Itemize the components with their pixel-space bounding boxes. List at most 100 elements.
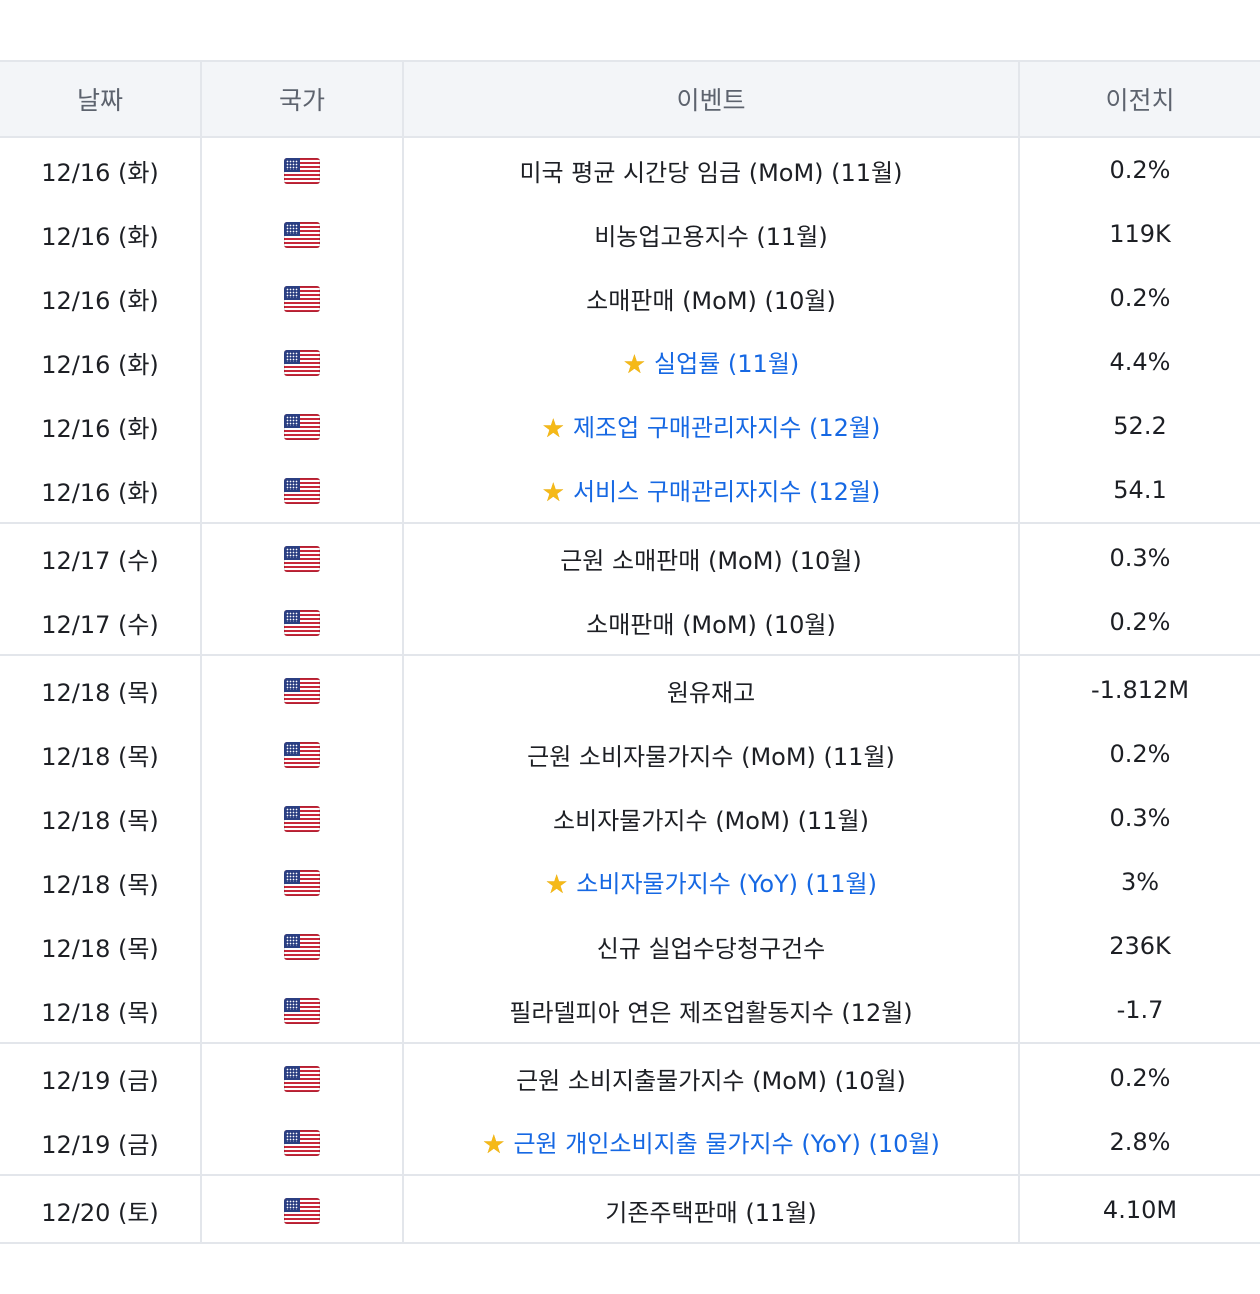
table-row[interactable]: 12/16 (화) ★ 서비스 구매관리자지수 (12월) 54.1	[0, 458, 1260, 524]
table-row[interactable]: 12/18 (목) ★ 소비자물가지수 (YoY) (11월) 3%	[0, 850, 1260, 914]
us-flag-icon	[284, 870, 320, 896]
event-link[interactable]: 서비스 구매관리자지수 (12월)	[572, 478, 881, 506]
row-event[interactable]: ★ 제조업 구매관리자지수 (12월)	[403, 394, 1020, 458]
table-row[interactable]: 12/16 (화) ★ 실업률 (11월) 4.4%	[0, 330, 1260, 394]
row-date: 12/17 (수)	[0, 590, 202, 656]
row-date: 12/18 (목)	[0, 655, 202, 722]
row-country	[201, 786, 404, 850]
table-row[interactable]: 12/17 (수) 소매판매 (MoM) (10월) 0.2%	[0, 590, 1260, 656]
row-event[interactable]: ★ 서비스 구매관리자지수 (12월)	[403, 458, 1020, 524]
event-link[interactable]: 제조업 구매관리자지수 (12월)	[572, 414, 881, 442]
event-label: 소매판매 (MoM) (10월)	[586, 286, 836, 315]
row-country	[201, 978, 404, 1044]
event-label: 미국 평균 시간당 임금 (MoM) (11월)	[519, 158, 903, 187]
table-row[interactable]: 12/16 (화) 미국 평균 시간당 임금 (MoM) (11월) 0.2%	[0, 137, 1260, 202]
row-date: 12/16 (화)	[0, 394, 202, 458]
event-link[interactable]: 근원 개인소비지출 물가지수 (YoY) (10월)	[513, 1130, 940, 1158]
us-flag-icon	[284, 678, 320, 704]
table-row[interactable]: 12/16 (화) 소매판매 (MoM) (10월) 0.2%	[0, 266, 1260, 330]
event-link[interactable]: 소비자물가지수 (YoY) (11월)	[576, 870, 878, 898]
star-icon: ★	[622, 350, 647, 380]
us-flag-icon	[284, 222, 320, 248]
row-previous: 0.2%	[1109, 1064, 1171, 1092]
header-country[interactable]: 국가	[201, 60, 404, 138]
table-body: 12/16 (화) 미국 평균 시간당 임금 (MoM) (11월) 0.2% 12/…	[0, 137, 1260, 1244]
row-previous: 0.2%	[1019, 590, 1260, 656]
row-event: 신규 실업수당청구건수	[403, 914, 1020, 978]
row-country	[201, 914, 404, 978]
header-previous[interactable]: 이전치	[1019, 60, 1260, 138]
row-event[interactable]: ★ 근원 개인소비지출 물가지수 (YoY) (10월)	[403, 1110, 1020, 1176]
row-previous: 0.3%	[1109, 544, 1171, 572]
row-previous: 119K	[1109, 220, 1171, 248]
table-row[interactable]: 12/17 (수) 근원 소매판매 (MoM) (10월) 0.3%	[0, 523, 1260, 590]
row-previous: 0.2%	[1109, 740, 1171, 768]
row-event: 근원 소비자물가지수 (MoM) (11월)	[403, 722, 1020, 786]
header-date[interactable]: 날짜	[0, 60, 202, 138]
row-date: 12/16 (화)	[0, 202, 202, 266]
table-row[interactable]: 12/18 (목) 신규 실업수당청구건수 236K	[0, 914, 1260, 978]
table-row[interactable]: 12/16 (화) 비농업고용지수 (11월) 119K	[0, 202, 1260, 266]
event-label: 신규 실업수당청구건수	[596, 934, 826, 963]
row-country	[201, 1175, 404, 1244]
row-country	[201, 523, 404, 590]
us-flag-icon	[284, 158, 320, 184]
row-previous: -1.812M	[1090, 676, 1190, 704]
star-icon: ★	[541, 414, 565, 444]
star-icon: ★	[482, 1130, 506, 1160]
row-event: 근원 소매판매 (MoM) (10월)	[403, 523, 1020, 590]
table-row[interactable]: 12/18 (목) 근원 소비자물가지수 (MoM) (11월) 0.2%	[0, 722, 1260, 786]
row-date: 12/16 (화)	[0, 137, 202, 202]
us-flag-icon	[284, 414, 320, 440]
row-date: 12/19 (금)	[0, 1043, 202, 1110]
table-row[interactable]: 12/18 (목) 필라델피아 연은 제조업활동지수 (12월) -1.7	[0, 978, 1260, 1044]
us-flag-icon	[284, 1198, 320, 1224]
event-label: 근원 소매판매 (MoM) (10월)	[560, 546, 862, 575]
us-flag-icon	[284, 998, 320, 1024]
us-flag-icon	[284, 934, 320, 960]
us-flag-icon	[284, 1066, 320, 1092]
row-previous: 2.8%	[1019, 1110, 1260, 1176]
row-event[interactable]: ★ 소비자물가지수 (YoY) (11월)	[403, 850, 1020, 914]
row-event[interactable]: ★ 실업률 (11월)	[403, 330, 1020, 394]
table-row[interactable]: 12/16 (화) ★ 제조업 구매관리자지수 (12월) 52.2	[0, 394, 1260, 458]
row-event: 필라델피아 연은 제조업활동지수 (12월)	[403, 978, 1020, 1044]
row-country	[201, 137, 404, 202]
table-row[interactable]: 12/19 (금) ★ 근원 개인소비지출 물가지수 (YoY) (10월) 2.8%	[0, 1110, 1260, 1176]
table-row[interactable]: 12/20 (토) 기존주택판매 (11월) 4.10M	[0, 1175, 1260, 1244]
table-row[interactable]: 12/19 (금) 근원 소비지출물가지수 (MoM) (10월) 0.2%	[0, 1043, 1260, 1110]
row-date: 12/19 (금)	[0, 1110, 202, 1176]
row-country	[201, 655, 404, 722]
us-flag-icon	[284, 478, 320, 504]
row-event: 소매판매 (MoM) (10월)	[403, 266, 1020, 330]
us-flag-icon	[284, 546, 320, 572]
row-country	[201, 266, 404, 330]
row-previous: 236K	[1109, 932, 1171, 960]
table-row[interactable]: 12/18 (목) 소비자물가지수 (MoM) (11월) 0.3%	[0, 786, 1260, 850]
row-country	[201, 202, 404, 266]
event-label: 소비자물가지수 (MoM) (11월)	[553, 806, 869, 835]
row-event: 소비자물가지수 (MoM) (11월)	[403, 786, 1020, 850]
row-date: 12/18 (목)	[0, 850, 202, 914]
table-row[interactable]: 12/18 (목) 원유재고 -1.812M	[0, 655, 1260, 722]
header-event[interactable]: 이벤트	[403, 60, 1020, 138]
event-label: 원유재고	[666, 678, 756, 707]
row-country	[201, 330, 404, 394]
row-country	[201, 850, 404, 914]
row-previous: -1.7	[1019, 978, 1260, 1044]
row-country	[201, 722, 404, 786]
event-label: 비농업고용지수 (11월)	[594, 222, 828, 251]
row-previous: 52.2	[1113, 412, 1167, 440]
row-date: 12/18 (목)	[0, 978, 202, 1044]
row-event: 원유재고	[403, 655, 1020, 722]
us-flag-icon	[284, 742, 320, 768]
us-flag-icon	[284, 350, 320, 376]
us-flag-icon	[284, 286, 320, 312]
row-event: 소매판매 (MoM) (10월)	[403, 590, 1020, 656]
row-previous: 0.2%	[1109, 156, 1171, 184]
row-country	[201, 394, 404, 458]
event-link[interactable]: 실업률 (11월)	[654, 350, 800, 378]
row-previous: 4.10M	[1019, 1175, 1260, 1244]
row-country	[201, 458, 404, 524]
row-country	[201, 1043, 404, 1110]
